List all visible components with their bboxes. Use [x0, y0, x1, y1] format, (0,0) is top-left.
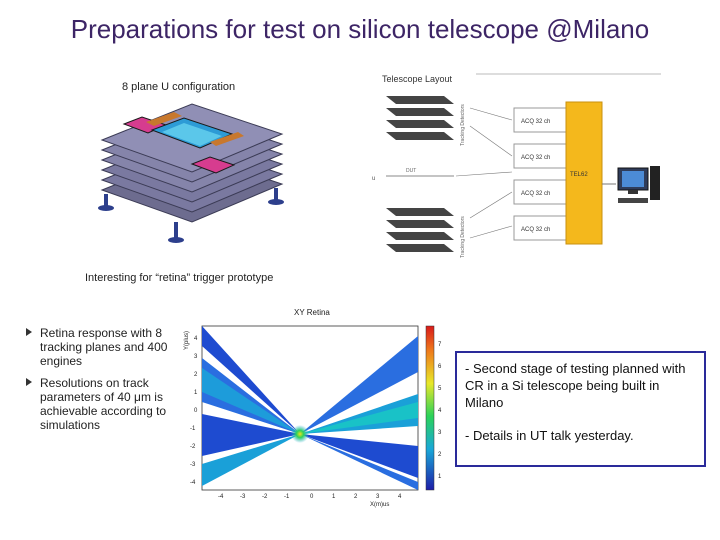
- bullet-text: Retina response with 8 tracking planes a…: [40, 326, 168, 368]
- xy-retina-plot: XY Retina -4 -3 -2 -1: [184, 308, 442, 508]
- colorbar-tick: 2: [438, 452, 442, 458]
- x-tick: 2: [354, 494, 358, 500]
- tel62-label: TEL62: [570, 172, 588, 178]
- colorbar-tick: 3: [438, 430, 442, 436]
- slide-title: Preparations for test on silicon telesco…: [70, 14, 650, 44]
- x-tick: 4: [398, 494, 402, 500]
- x-tick: 3: [376, 494, 380, 500]
- x-tick: -3: [240, 494, 246, 500]
- y-axis-ticks: 4 3 2 1 0 -1 -2 -3 -4: [190, 336, 198, 486]
- x-tick: 1: [332, 494, 336, 500]
- tel62-board: [565, 101, 603, 245]
- acq-label-1: ACQ 32 ch: [521, 119, 550, 125]
- acq-label-4: ACQ 32 ch: [521, 227, 550, 233]
- retina-response-map: [202, 326, 418, 490]
- x-tick: -4: [218, 494, 224, 500]
- colorbar-tick: 6: [438, 364, 442, 370]
- acq-label-3: ACQ 32 ch: [521, 191, 550, 197]
- acq-label-2: ACQ 32 ch: [521, 155, 550, 161]
- u-configuration-figure: 8 plane U configuration Interesting for …: [98, 81, 284, 243]
- computer-icon: [617, 166, 660, 203]
- y-axis-label: Y(plus): [184, 331, 190, 350]
- retina-plot-title: XY Retina: [294, 308, 330, 317]
- lower-tracking-planes: [386, 208, 454, 252]
- y-tick: 1: [194, 390, 198, 396]
- bullet-list: Retina response with 8 tracking planes a…: [26, 326, 196, 440]
- bullet-arrow-icon: [26, 378, 32, 386]
- colorbar-tick: 1: [438, 474, 442, 480]
- note-line-1: - Second stage of testing planned with C…: [465, 361, 686, 410]
- x-axis-ticks: -4 -3 -2 -1 0 1 2 3 4: [218, 494, 402, 500]
- bullet-text: Resolutions on track parameters of 40 μm…: [40, 376, 167, 432]
- y-tick: -1: [190, 426, 196, 432]
- y-tick: -2: [190, 444, 196, 450]
- side-u-label: u: [372, 176, 375, 182]
- colorbar-tick: 5: [438, 386, 442, 392]
- x-tick: -1: [284, 494, 290, 500]
- x-tick: 0: [310, 494, 314, 500]
- dut-plane: DUT: [386, 168, 454, 177]
- note-line-2: - Details in UT talk yesterday.: [465, 428, 634, 443]
- signal-lines: [455, 107, 513, 239]
- upper-tracking-planes: [386, 96, 454, 140]
- colorbar-tick: 4: [438, 408, 442, 414]
- colorbar-tick: 7: [438, 342, 442, 348]
- support-feet: [98, 188, 284, 243]
- telescope-layout-figure: Telescope Layout Tracking Detectors DUT …: [372, 73, 661, 258]
- bullet-arrow-icon: [26, 328, 32, 336]
- colorbar-ticks: 7 6 5 4 3 2 1: [438, 342, 442, 480]
- y-tick: 4: [194, 336, 198, 342]
- bullet-item: Retina response with 8 tracking planes a…: [26, 326, 196, 368]
- u-config-label: 8 plane U configuration: [122, 81, 235, 93]
- y-tick: 0: [194, 408, 198, 414]
- detector-plane-stack: [100, 103, 284, 223]
- x-axis-label: X(m)us: [370, 502, 389, 508]
- x-tick: -2: [262, 494, 268, 500]
- y-tick: 3: [194, 354, 198, 360]
- note-box: - Second stage of testing planned with C…: [455, 351, 706, 467]
- upper-side-label: Tracking Detectors: [460, 104, 466, 146]
- y-tick: -4: [190, 480, 196, 486]
- y-tick: -3: [190, 462, 196, 468]
- dut-label: DUT: [406, 168, 416, 174]
- y-tick: 2: [194, 372, 198, 378]
- telescope-layout-title: Telescope Layout: [382, 74, 453, 84]
- bullet-item: Resolutions on track parameters of 40 μm…: [26, 376, 196, 432]
- u-config-caption-text: Interesting for “retina” trigger prototy…: [85, 272, 274, 284]
- colorbar: [425, 325, 435, 491]
- acq-boxes: ACQ 32 ch ACQ 32 ch ACQ 32 ch ACQ 32 ch: [513, 107, 567, 241]
- lower-side-label: Tracking Detectors: [460, 216, 466, 258]
